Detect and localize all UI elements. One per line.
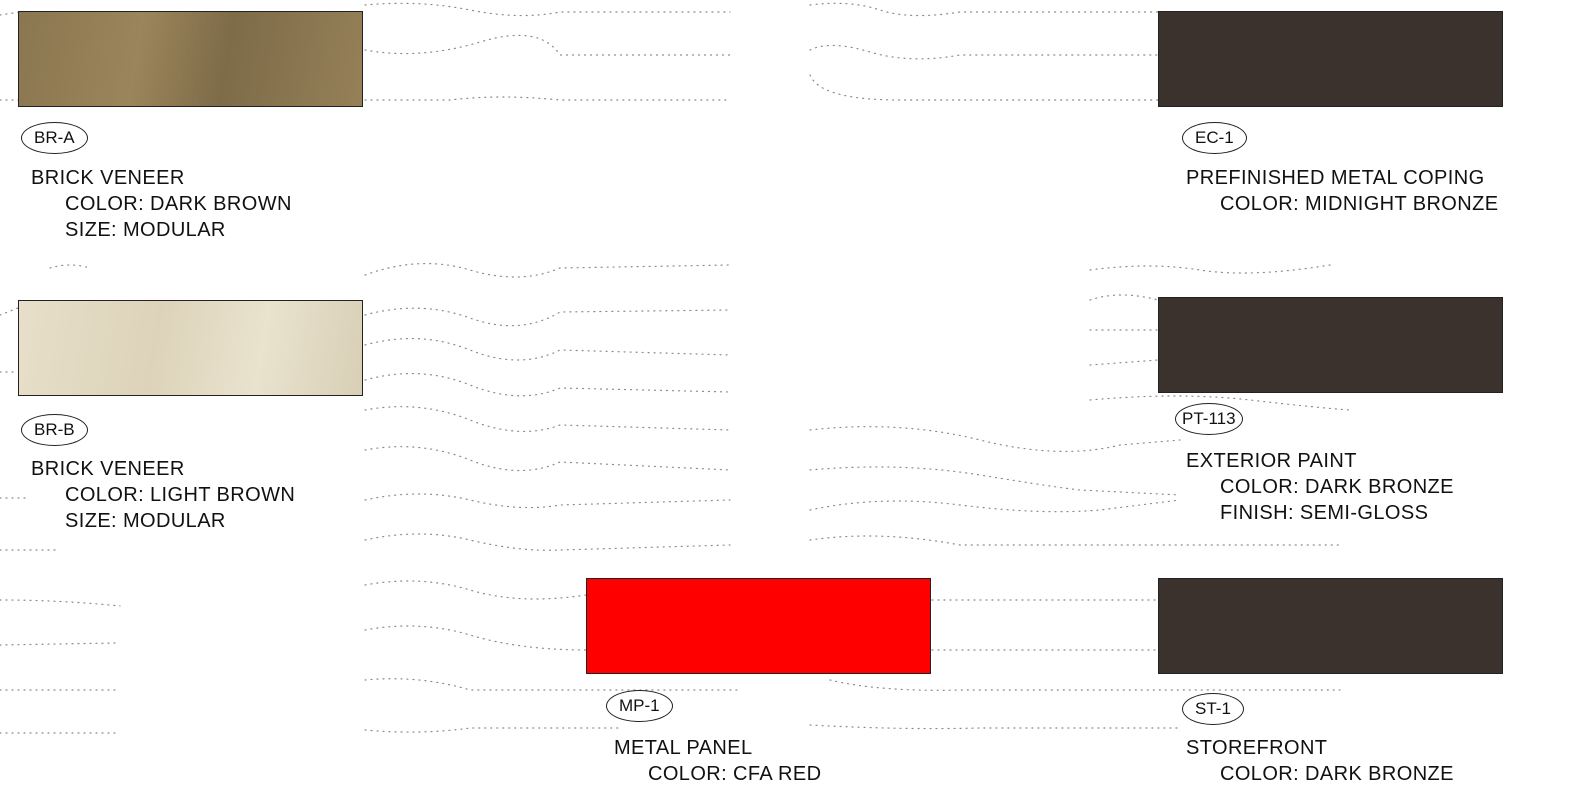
material-tag-st-1: ST-1: [1182, 693, 1244, 725]
material-title-ec-1: PREFINISHED METAL COPING: [1186, 167, 1485, 189]
swatch-br-a: [18, 11, 363, 107]
swatch-mp-1: [586, 578, 931, 674]
material-color-pt-113: COLOR: DARK BRONZE: [1220, 476, 1454, 498]
material-size-br-b: SIZE: MODULAR: [65, 510, 226, 532]
material-label-br-a: BRICK VENEER COLOR: DARK BROWN SIZE: MOD…: [31, 165, 292, 243]
material-color-mp-1: COLOR: CFA RED: [648, 763, 822, 785]
material-tag-mp-1: MP-1: [606, 690, 673, 722]
material-title-st-1: STOREFRONT: [1186, 737, 1328, 759]
material-color-st-1: COLOR: DARK BRONZE: [1220, 763, 1454, 785]
material-tag-br-b: BR-B: [21, 414, 88, 446]
material-label-st-1: STOREFRONT COLOR: DARK BRONZE: [1186, 735, 1454, 787]
material-label-pt-113: EXTERIOR PAINT COLOR: DARK BRONZE FINISH…: [1186, 448, 1454, 526]
material-tag-ec-1: EC-1: [1182, 122, 1247, 154]
material-size-br-a: SIZE: MODULAR: [65, 219, 226, 241]
material-tag-br-a: BR-A: [21, 122, 88, 154]
material-label-ec-1: PREFINISHED METAL COPING COLOR: MIDNIGHT…: [1186, 165, 1498, 217]
material-title-br-b: BRICK VENEER: [31, 458, 185, 480]
material-color-br-a: COLOR: DARK BROWN: [65, 193, 292, 215]
swatch-ec-1: [1158, 11, 1503, 107]
material-color-br-b: COLOR: LIGHT BROWN: [65, 484, 296, 506]
material-title-mp-1: METAL PANEL: [614, 737, 753, 759]
material-tag-pt-113: PT-113: [1175, 403, 1243, 435]
swatch-pt-113: [1158, 297, 1503, 393]
material-label-br-b: BRICK VENEER COLOR: LIGHT BROWN SIZE: MO…: [31, 456, 295, 534]
material-finish-pt-113: FINISH: SEMI-GLOSS: [1220, 502, 1429, 524]
swatch-br-b: [18, 300, 363, 396]
material-title-br-a: BRICK VENEER: [31, 167, 185, 189]
swatch-st-1: [1158, 578, 1503, 674]
material-color-ec-1: COLOR: MIDNIGHT BRONZE: [1220, 193, 1499, 215]
material-label-mp-1: METAL PANEL COLOR: CFA RED: [614, 735, 821, 787]
material-title-pt-113: EXTERIOR PAINT: [1186, 450, 1357, 472]
